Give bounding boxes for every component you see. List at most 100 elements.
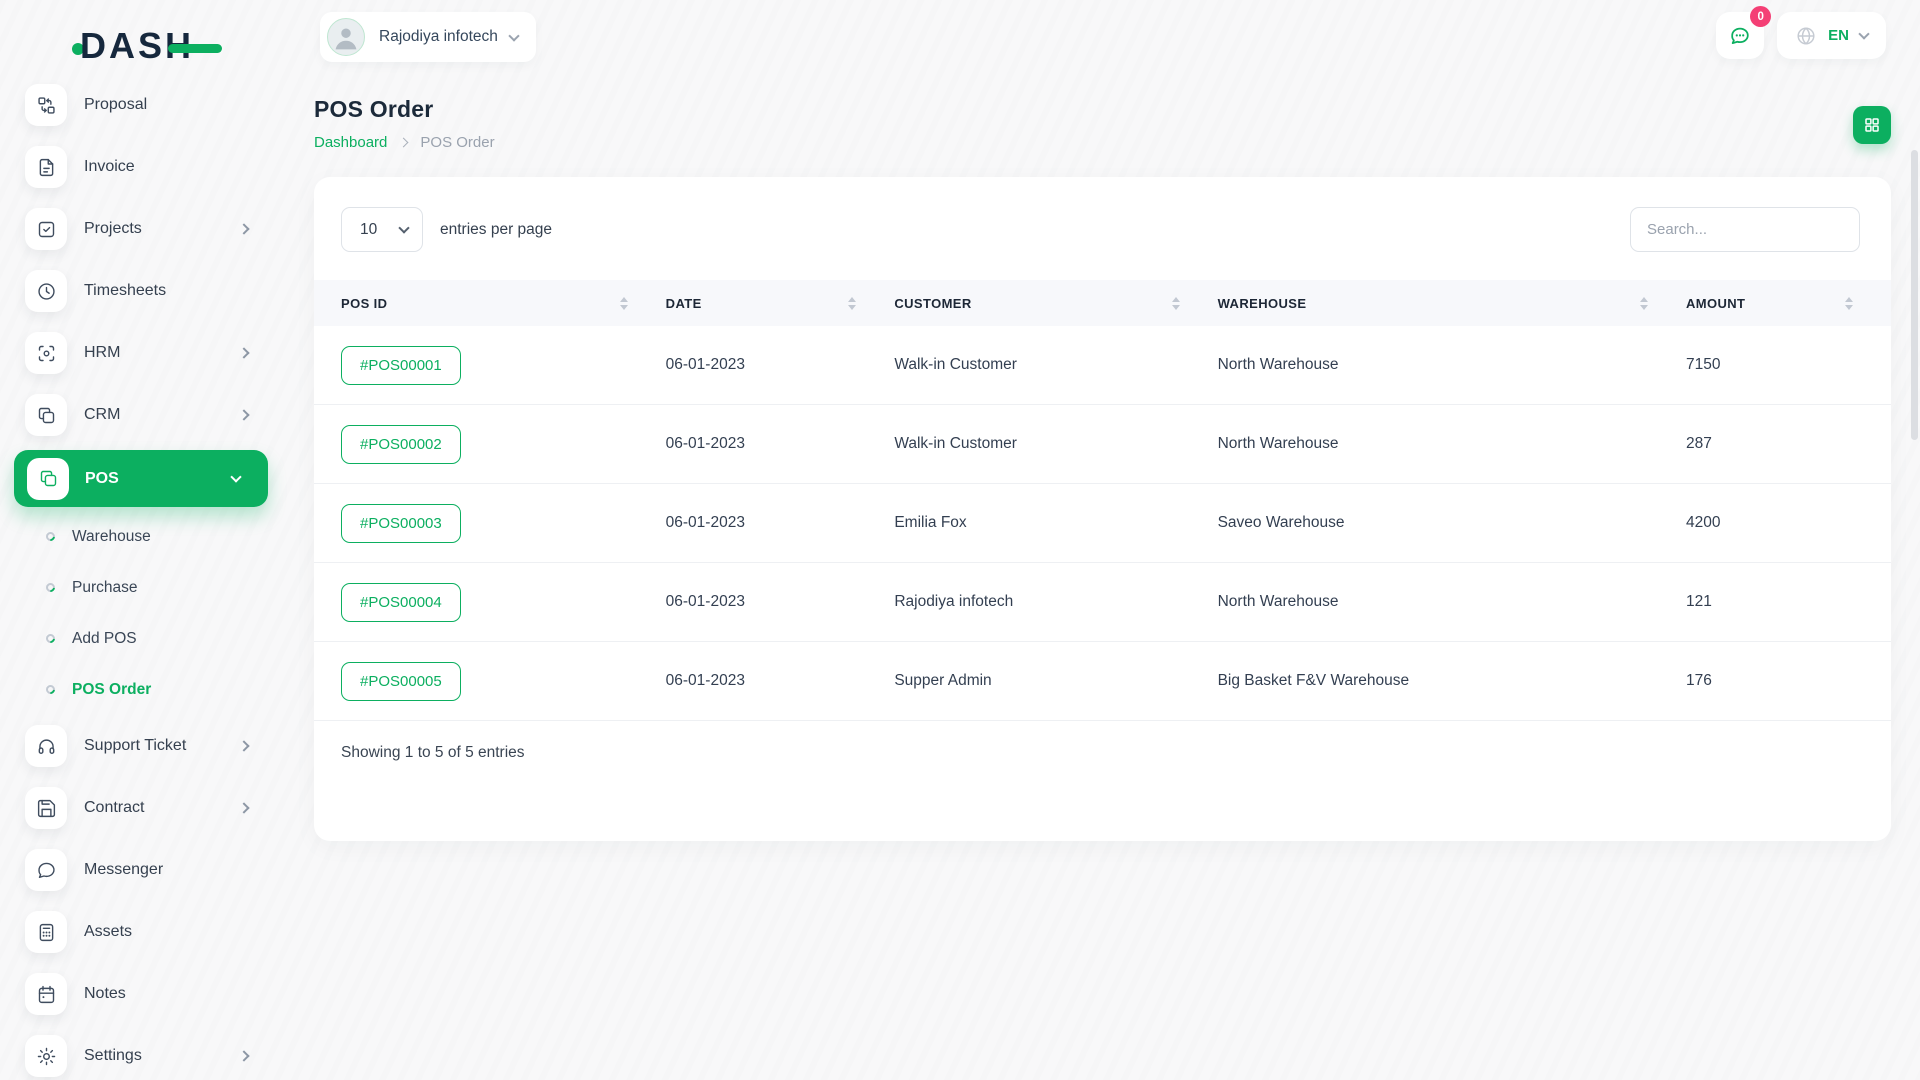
cell-customer: Supper Admin <box>894 672 992 689</box>
sort-icon[interactable] <box>1844 296 1853 310</box>
hrm-icon <box>25 332 67 374</box>
sidebar-item-projects[interactable]: Projects <box>0 198 282 260</box>
sidebar-subitem-warehouse[interactable]: Warehouse <box>0 511 282 562</box>
column-header-amount[interactable]: AMOUNT <box>1686 296 1891 311</box>
sidebar-subitem-label: Purchase <box>72 578 138 596</box>
messages-button[interactable]: 0 <box>1716 6 1772 59</box>
pos-id-badge[interactable]: #POS00003 <box>341 503 461 543</box>
column-header-warehouse[interactable]: WAREHOUSE <box>1218 296 1686 311</box>
globe-icon <box>1797 26 1815 45</box>
cell-amount: 287 <box>1685 435 1712 452</box>
circle-icon <box>44 581 57 594</box>
sidebar-item-label: Projects <box>84 220 142 237</box>
pos-id-badge[interactable]: #POS00002 <box>341 424 461 464</box>
sidebar-menu: Proposal Invoice Projects Timesheets <box>0 66 282 1080</box>
sidebar-item-settings[interactable]: Settings <box>0 1025 282 1080</box>
top-right-controls: 0 EN <box>1716 6 1886 59</box>
table-summary: Showing 1 to 5 of 5 entries <box>341 744 525 761</box>
cell-amount: 176 <box>1685 672 1712 689</box>
sidebar-item-pos[interactable]: POS <box>14 450 268 507</box>
cell-customer: Walk-in Customer <box>894 435 1017 452</box>
sort-icon[interactable] <box>1171 296 1180 310</box>
scrollbar-thumb[interactable] <box>1911 150 1918 440</box>
sort-icon[interactable] <box>619 296 628 310</box>
notification-badge: 0 <box>1750 6 1772 27</box>
column-header-pos-id[interactable]: POS ID <box>314 296 666 311</box>
sidebar-item-label: Proposal <box>84 96 148 113</box>
language-selector[interactable]: EN <box>1777 12 1886 59</box>
cell-date: 06-01-2023 <box>665 435 745 452</box>
table-row: #POS00005 06-01-2023 Supper Admin Big Ba… <box>314 642 1891 721</box>
column-label: DATE <box>665 295 702 311</box>
logo-dash-icon <box>168 43 223 53</box>
projects-icon <box>25 208 67 250</box>
pos-id-badge[interactable]: #POS00004 <box>341 582 461 622</box>
company-selector[interactable]: Rajodiya infotech <box>320 12 536 62</box>
cell-date: 06-01-2023 <box>665 356 745 373</box>
column-label: CUSTOMER <box>894 295 972 311</box>
entries-per-page-select[interactable]: 10 <box>341 207 423 252</box>
sidebar-item-hrm[interactable]: HRM <box>0 322 282 384</box>
table-header: POS ID DATE CUSTOMER WAREHOUSE AMOUNT <box>314 280 1891 326</box>
sidebar-subitem-pos-order[interactable]: POS Order <box>0 664 282 715</box>
sidebar-item-notes[interactable]: Notes <box>0 963 282 1025</box>
sidebar-item-proposal[interactable]: Proposal <box>0 74 282 136</box>
sidebar-item-label: POS <box>85 469 119 487</box>
sidebar-subitem-purchase[interactable]: Purchase <box>0 562 282 613</box>
entries-per-page-label: entries per page <box>440 220 553 238</box>
sidebar-item-label: Assets <box>84 923 133 940</box>
breadcrumb: Dashboard POS Order <box>314 134 495 151</box>
column-header-date[interactable]: DATE <box>666 296 895 311</box>
sidebar-item-messenger[interactable]: Messenger <box>0 839 282 901</box>
cell-warehouse: North Warehouse <box>1217 356 1339 373</box>
settings-icon <box>25 1035 67 1077</box>
table-row: #POS00003 06-01-2023 Emilia Fox Saveo Wa… <box>314 484 1891 563</box>
entries-per-page: 10 entries per page <box>341 207 552 252</box>
cell-date: 06-01-2023 <box>665 672 745 689</box>
pos-icon <box>27 457 69 500</box>
contract-icon <box>25 787 67 829</box>
entries-per-page-value: 10 <box>360 220 378 238</box>
chevron-right-icon <box>238 409 250 421</box>
table-row: #POS00002 06-01-2023 Walk-in Customer No… <box>314 405 1891 484</box>
sidebar-item-crm[interactable]: CRM <box>0 384 282 446</box>
sidebar-subitem-add-pos[interactable]: Add POS <box>0 613 282 664</box>
cell-customer: Rajodiya infotech <box>894 593 1014 610</box>
cell-date: 06-01-2023 <box>665 593 745 610</box>
support-ticket-icon <box>25 725 67 767</box>
chevron-down-icon <box>508 29 520 42</box>
breadcrumb-current: POS Order <box>420 134 495 151</box>
pos-id-badge[interactable]: #POS00001 <box>341 345 461 385</box>
sidebar-item-label: Invoice <box>84 158 135 175</box>
sidebar-item-timesheets[interactable]: Timesheets <box>0 260 282 322</box>
pos-id-badge[interactable]: #POS00005 <box>341 661 461 701</box>
sort-icon[interactable] <box>848 296 857 310</box>
crm-icon <box>25 394 67 436</box>
page-title: POS Order <box>314 96 434 122</box>
sidebar-subitem-label: Warehouse <box>72 527 151 545</box>
circle-icon <box>44 683 57 696</box>
sidebar-item-support-ticket[interactable]: Support Ticket <box>0 715 282 777</box>
sidebar-item-label: Contract <box>84 799 145 816</box>
sort-icon[interactable] <box>1639 296 1648 310</box>
sidebar: DASH Proposal Invoice Projects <box>0 0 282 1080</box>
sidebar-item-contract[interactable]: Contract <box>0 777 282 839</box>
sidebar-item-assets[interactable]: Assets <box>0 901 282 963</box>
main-content: Rajodiya infotech 0 EN POS Order Dashboa… <box>282 0 1920 841</box>
sidebar-item-label: Support Ticket <box>84 737 187 754</box>
chevron-right-icon <box>238 1050 250 1062</box>
timesheets-icon <box>25 270 67 312</box>
search-input[interactable] <box>1630 207 1860 252</box>
avatar <box>327 18 365 56</box>
chevron-down-icon <box>230 470 242 483</box>
breadcrumb-dashboard-link[interactable]: Dashboard <box>314 134 388 151</box>
sidebar-item-label: HRM <box>84 344 121 361</box>
chevron-right-icon <box>238 740 250 752</box>
sidebar-subitem-label: POS Order <box>72 680 152 698</box>
brand-logo[interactable]: DASH <box>0 0 282 66</box>
column-header-customer[interactable]: CUSTOMER <box>894 296 1217 311</box>
assets-icon <box>25 911 67 953</box>
grid-view-button[interactable] <box>1853 106 1891 144</box>
sidebar-subitem-label: Add POS <box>72 629 137 647</box>
sidebar-item-invoice[interactable]: Invoice <box>0 136 282 198</box>
